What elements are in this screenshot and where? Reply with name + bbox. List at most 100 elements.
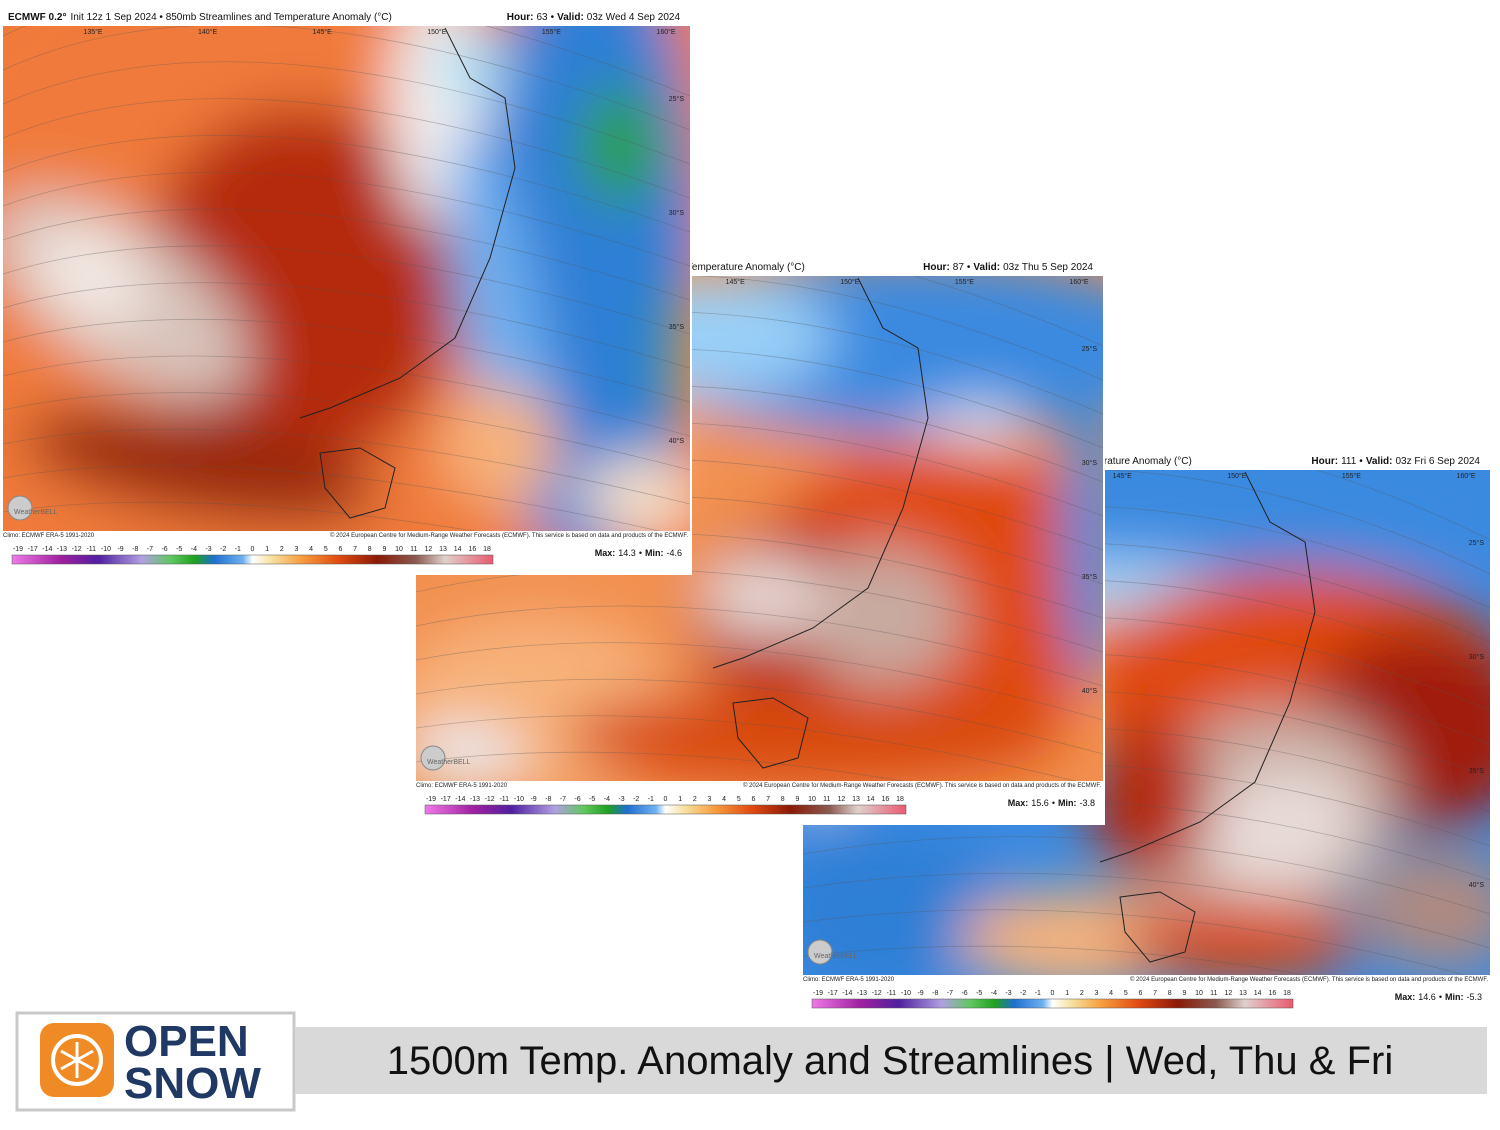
- streamline: [416, 568, 1103, 653]
- anomaly-blob: [1360, 850, 1490, 970]
- separator: •: [551, 12, 555, 23]
- max-min: Max: 14.6 • Min: -5.3: [1395, 992, 1482, 1002]
- watermark: WeatherBELL: [14, 509, 58, 516]
- colorbar-label: -5: [976, 990, 982, 997]
- colorbar-label: 14: [867, 796, 875, 803]
- latitude-label: 35°S: [1082, 573, 1098, 581]
- streamline: [3, 26, 690, 97]
- model: ECMWF 0.2°: [8, 12, 66, 23]
- panel-header-right: Hour: 111 • Valid: 03z Fri 6 Sep 2024: [1311, 456, 1480, 467]
- longitude-label: 155°E: [955, 278, 974, 286]
- colorbar-label: -7: [560, 796, 566, 803]
- valid-label: Valid:: [557, 12, 584, 23]
- anomaly-blob: [703, 556, 823, 636]
- colorbar-label: -1: [1035, 990, 1041, 997]
- colorbar-label: -9: [530, 796, 536, 803]
- streamline: [803, 836, 1490, 915]
- colorbar-label: 4: [309, 546, 313, 553]
- streamline: [3, 245, 690, 335]
- anomaly-blob: [22, 407, 378, 525]
- description: Init 12z 1 Sep 2024 • 850mb Streamlines …: [70, 12, 391, 23]
- colorbar-label: -8: [132, 546, 138, 553]
- hour: 111: [1341, 456, 1357, 467]
- copyright: © 2024 European Centre for Medium-Range …: [743, 782, 1101, 789]
- colorbar-label: 8: [1168, 990, 1172, 997]
- logo-text: OPEN: [124, 1017, 249, 1066]
- streamline: [3, 61, 690, 165]
- watermark: WeatherBELL: [427, 759, 471, 766]
- anomaly-blob: [440, 386, 560, 506]
- colorbar-label: 12: [837, 796, 845, 803]
- logo-icon-ring: [51, 1034, 103, 1086]
- anomaly-blob: [430, 36, 510, 96]
- anomaly-blob: [580, 456, 690, 531]
- colorbar-label: -19: [13, 546, 23, 553]
- panel-header-right: Hour: 87 • Valid: 03z Thu 5 Sep 2024: [923, 262, 1093, 273]
- streamline: [416, 751, 905, 781]
- streamline: [416, 605, 1103, 687]
- streamline: [803, 945, 1308, 975]
- colorbar-label: -11: [499, 796, 509, 803]
- colorbar-label: -12: [872, 990, 882, 997]
- logo-icon-flake: [60, 1042, 94, 1078]
- latitude-label: 25°S: [1082, 345, 1098, 353]
- colorbar: [811, 998, 1294, 1009]
- min: -4.6: [666, 548, 682, 558]
- colorbar-label: -12: [485, 796, 495, 803]
- colorbar-label: 18: [1283, 990, 1291, 997]
- colorbar-label: -10: [901, 990, 911, 997]
- map: [3, 26, 690, 531]
- max: 14.6: [1418, 992, 1436, 1002]
- streamline: [3, 282, 690, 369]
- colorbar-label: 16: [881, 796, 889, 803]
- valid: 03z Thu 5 Sep 2024: [1003, 262, 1093, 273]
- separator: •: [639, 548, 642, 558]
- anomaly-blob: [416, 726, 523, 781]
- latitude-label: 25°S: [669, 95, 685, 103]
- colorbar-label: 14: [1254, 990, 1262, 997]
- colorbar-label: -14: [42, 546, 52, 553]
- latitude-label: 40°S: [1082, 687, 1098, 695]
- colorbar-label: -6: [574, 796, 580, 803]
- colorbar: [11, 554, 494, 565]
- colorbar-label: 2: [280, 546, 284, 553]
- colorbar-label: 5: [737, 796, 741, 803]
- colorbar-label: 9: [1182, 990, 1186, 997]
- colorbar-label: 1: [1065, 990, 1069, 997]
- colorbar-label: 13: [852, 796, 860, 803]
- streamline: [803, 872, 1490, 949]
- colorbar-label: -19: [813, 990, 823, 997]
- colorbar-label: 9: [795, 796, 799, 803]
- longitude-label: 160°E: [1456, 472, 1475, 480]
- colorbar-label: 7: [1153, 990, 1157, 997]
- colorbar-label: -13: [57, 546, 67, 553]
- max-label: Max:: [595, 548, 616, 558]
- colorbar-label: 5: [1124, 990, 1128, 997]
- min: -3.8: [1079, 798, 1095, 808]
- colorbar-label: -10: [101, 546, 111, 553]
- streamline: [3, 465, 662, 531]
- latitude-label: 30°S: [1082, 459, 1098, 467]
- colorbar-label: 10: [395, 546, 403, 553]
- colorbar-label: -11: [886, 990, 896, 997]
- colorbar-label: 9: [382, 546, 386, 553]
- streamline: [416, 276, 1103, 347]
- colorbar-label: 6: [338, 546, 342, 553]
- longitude-label: 140°E: [198, 28, 217, 36]
- colorbar-label: 3: [295, 546, 299, 553]
- colorbar-label: -3: [618, 796, 624, 803]
- coastline: [1119, 891, 1196, 963]
- climo-credit: Climo: ECMWF ERA-5 1991-2020: [803, 977, 895, 983]
- max-label: Max:: [1008, 798, 1029, 808]
- longitude-label: 150°E: [840, 278, 859, 286]
- colorbar-label: -4: [991, 990, 997, 997]
- anomaly-blob: [1063, 386, 1103, 686]
- anomaly-blob: [1202, 767, 1358, 893]
- colorbar-label: 8: [781, 796, 785, 803]
- colorbar-label: -17: [828, 990, 838, 997]
- streamline: [3, 392, 690, 471]
- min-label: Min:: [645, 548, 664, 558]
- colorbar-label: -5: [176, 546, 182, 553]
- anomaly-blob: [563, 686, 1063, 781]
